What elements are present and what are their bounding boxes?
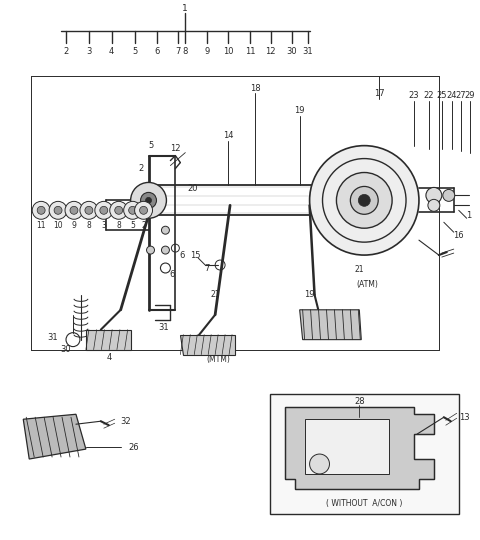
Text: 27: 27: [456, 91, 466, 100]
Bar: [354, 238, 374, 250]
Circle shape: [134, 201, 153, 219]
Text: 8: 8: [116, 221, 121, 230]
Text: 8: 8: [182, 46, 188, 56]
Text: 2: 2: [138, 164, 143, 173]
Text: 6: 6: [180, 251, 185, 260]
Text: 29: 29: [465, 91, 475, 100]
Circle shape: [115, 206, 123, 214]
Text: 21: 21: [355, 266, 364, 274]
Text: 18: 18: [250, 84, 260, 93]
Circle shape: [358, 194, 370, 206]
Text: 9: 9: [72, 221, 76, 230]
Circle shape: [336, 172, 392, 228]
Circle shape: [49, 201, 67, 219]
Circle shape: [310, 146, 419, 255]
Text: 7: 7: [204, 264, 210, 273]
Text: 26: 26: [129, 443, 139, 451]
Polygon shape: [23, 414, 86, 459]
Text: 30: 30: [287, 46, 297, 56]
Circle shape: [443, 190, 455, 201]
Circle shape: [426, 187, 442, 204]
Text: 24: 24: [446, 91, 457, 100]
Circle shape: [32, 201, 50, 219]
Text: 4: 4: [106, 353, 111, 362]
Text: 19: 19: [294, 106, 305, 116]
Text: 5: 5: [132, 46, 137, 56]
Text: 28: 28: [354, 397, 365, 406]
Text: 5: 5: [148, 141, 153, 150]
Text: 7: 7: [176, 46, 181, 56]
Circle shape: [310, 454, 329, 474]
Text: 31: 31: [48, 333, 59, 342]
Text: 12: 12: [265, 46, 276, 56]
Circle shape: [141, 192, 156, 208]
Text: 10: 10: [223, 46, 233, 56]
Polygon shape: [285, 407, 434, 489]
Circle shape: [146, 246, 155, 254]
Text: 19: 19: [304, 291, 315, 299]
Circle shape: [85, 206, 93, 214]
Text: 23: 23: [408, 91, 420, 100]
Text: 6: 6: [170, 271, 175, 280]
Text: 1: 1: [182, 4, 188, 13]
Circle shape: [145, 198, 152, 204]
Text: 1: 1: [466, 211, 471, 220]
Text: 10: 10: [53, 221, 63, 230]
Text: 25: 25: [437, 91, 447, 100]
Text: 4: 4: [109, 46, 114, 56]
Circle shape: [129, 206, 137, 214]
Text: 2: 2: [63, 46, 69, 56]
Polygon shape: [180, 335, 235, 355]
Text: 17: 17: [374, 90, 384, 98]
Text: 2: 2: [141, 221, 146, 230]
Text: 16: 16: [454, 231, 464, 240]
Circle shape: [65, 201, 83, 219]
Text: 13: 13: [459, 413, 469, 422]
Text: 15: 15: [190, 251, 201, 260]
Bar: [354, 148, 374, 160]
Text: 31: 31: [302, 46, 313, 56]
Text: 11: 11: [245, 46, 255, 56]
Circle shape: [140, 206, 147, 214]
Text: 9: 9: [204, 46, 210, 56]
Text: (ATM): (ATM): [356, 280, 378, 289]
Bar: [270, 394, 459, 514]
Text: 11: 11: [36, 221, 46, 230]
Circle shape: [428, 199, 440, 211]
Text: 3: 3: [101, 221, 106, 230]
Circle shape: [161, 226, 169, 234]
Text: 5: 5: [130, 221, 135, 230]
Circle shape: [80, 201, 98, 219]
Circle shape: [124, 201, 142, 219]
Circle shape: [100, 206, 108, 214]
Text: 30: 30: [60, 345, 72, 354]
Polygon shape: [300, 310, 361, 340]
Circle shape: [70, 206, 78, 214]
Text: 20: 20: [187, 184, 198, 193]
Polygon shape: [305, 419, 389, 474]
Text: 22: 22: [424, 91, 434, 100]
Text: 32: 32: [120, 417, 132, 426]
Text: ( WITHOUT  A/CON ): ( WITHOUT A/CON ): [326, 500, 402, 508]
Polygon shape: [86, 330, 131, 349]
Circle shape: [54, 206, 62, 214]
Circle shape: [131, 183, 167, 218]
Text: 21: 21: [210, 291, 220, 299]
Text: 6: 6: [155, 46, 160, 56]
Text: (MTM): (MTM): [206, 355, 230, 364]
Circle shape: [161, 246, 169, 254]
Text: 8: 8: [86, 221, 91, 230]
Circle shape: [110, 201, 128, 219]
Text: 14: 14: [223, 131, 233, 140]
Circle shape: [350, 186, 378, 214]
Text: 12: 12: [170, 144, 180, 153]
Text: 31: 31: [158, 323, 169, 332]
Circle shape: [37, 206, 45, 214]
Circle shape: [95, 201, 113, 219]
Text: 3: 3: [86, 46, 92, 56]
